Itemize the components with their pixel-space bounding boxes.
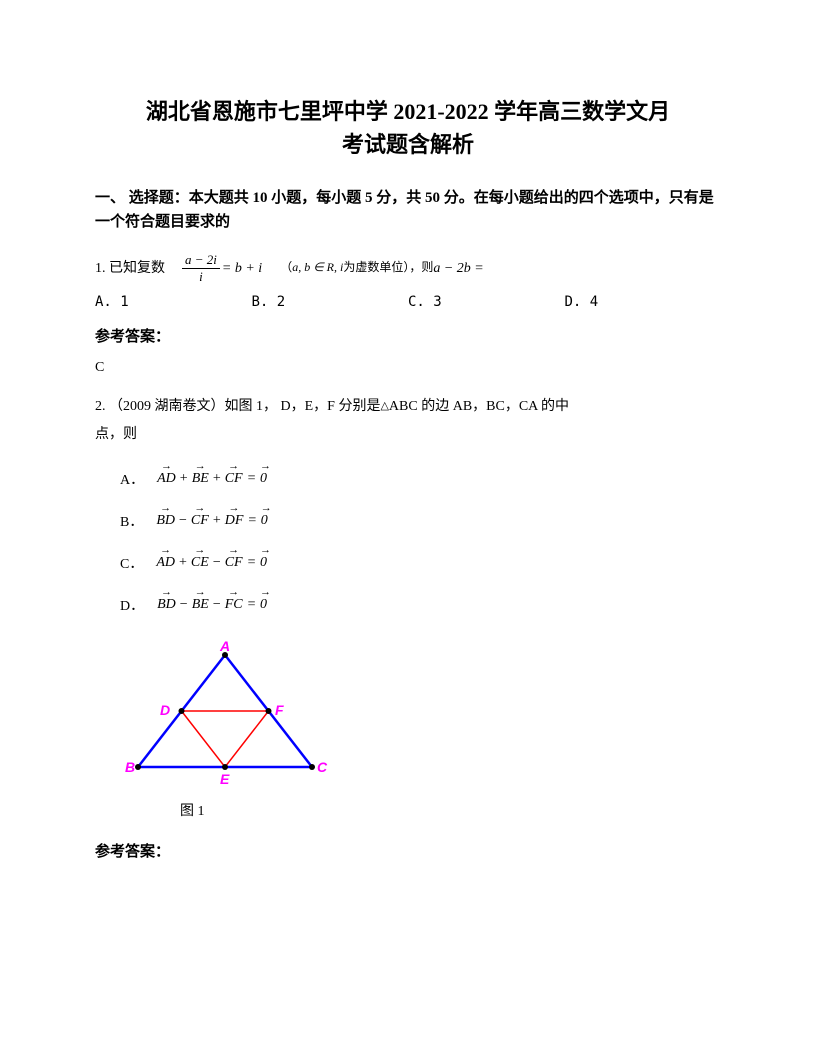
q1-option-d: D. 4	[565, 290, 722, 315]
q1-eq: = b + i	[222, 256, 262, 281]
q2-opt-d-label: D．	[120, 595, 144, 615]
q1-expr: a − 2b =	[433, 256, 483, 281]
triangle-figure: A B C D E F	[120, 637, 721, 792]
svg-text:A: A	[219, 638, 230, 654]
q2-answer-label: 参考答案：	[95, 840, 721, 861]
q1-option-c: C. 3	[408, 290, 565, 315]
q2-text-pre: 2. （2009 湖南卷文）如图 1， D，E，F 分别是	[95, 394, 380, 419]
question-1: 1. 已知复数 a − 2i i = b + i （ a, b ∈ R, i 为…	[95, 252, 721, 284]
q2-triangle-symbol: △	[380, 397, 388, 417]
q1-frac-num: a − 2i	[182, 252, 220, 269]
q2-opt-a-label: A．	[120, 469, 144, 489]
q1-option-b: B. 2	[252, 290, 409, 315]
q1-answer-label: 参考答案：	[95, 325, 721, 346]
q2-option-d: D． BD − BE − FC = 0	[120, 595, 721, 615]
q1-option-a: A. 1	[95, 290, 252, 315]
question-2-line2: 点，则	[95, 422, 721, 447]
svg-text:C: C	[317, 759, 328, 775]
svg-text:D: D	[160, 702, 170, 718]
q1-answer: C	[95, 360, 721, 376]
q1-paren-open: （	[280, 257, 292, 279]
triangle-svg: A B C D E F	[120, 637, 330, 787]
q2-opt-b-label: B．	[120, 511, 143, 531]
title-line-1: 湖北省恩施市七里坪中学 2021-2022 学年高三数学文月	[95, 95, 721, 128]
q1-cond: a, b ∈ R, i	[292, 257, 343, 279]
page-title: 湖北省恩施市七里坪中学 2021-2022 学年高三数学文月 考试题含解析	[95, 95, 721, 161]
q1-prefix: 1. 已知复数	[95, 256, 165, 281]
q2-opt-c-label: C．	[120, 553, 143, 573]
section-heading: 一、 选择题：本大题共 10 小题，每小题 5 分，共 50 分。在每小题给出的…	[95, 186, 721, 234]
q2-text-mid: ABC 的边 AB，BC，CA 的中	[389, 394, 569, 419]
q1-fraction: a − 2i i	[182, 252, 220, 284]
q2-option-b: B． BD − CF + DF = 0	[120, 511, 721, 531]
q2-text-post: 点，则	[95, 422, 137, 447]
svg-text:B: B	[125, 759, 135, 775]
svg-text:F: F	[275, 702, 284, 718]
q1-options: A. 1 B. 2 C. 3 D. 4	[95, 290, 721, 315]
q1-mid2: 为虚数单位），则	[343, 257, 433, 279]
figure-caption: 图 1	[180, 800, 721, 820]
question-2-line1: 2. （2009 湖南卷文）如图 1， D，E，F 分别是 △ ABC 的边 A…	[95, 394, 721, 419]
title-line-2: 考试题含解析	[95, 128, 721, 161]
svg-text:E: E	[220, 771, 230, 787]
q2-option-c: C． AD + CE − CF = 0	[120, 553, 721, 573]
q1-frac-den: i	[196, 269, 206, 285]
q2-option-a: A． AD + BE + CF = 0	[120, 469, 721, 489]
